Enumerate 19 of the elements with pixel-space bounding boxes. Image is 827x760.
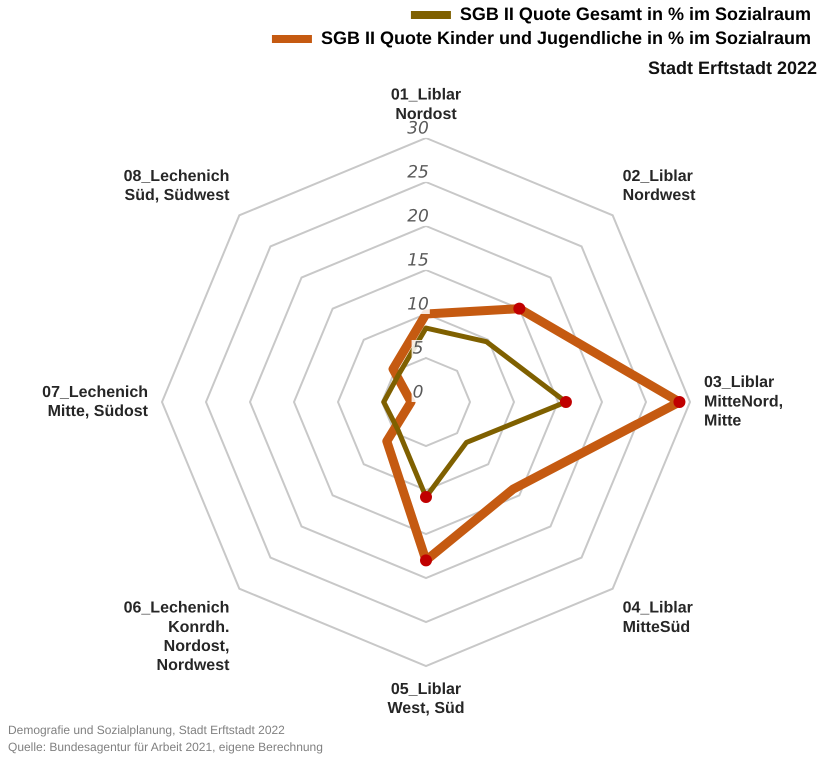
y-tick-label: 30: [407, 118, 429, 138]
source-note: Quelle: Bundesagentur für Arbeit 2021, eigene Berechnung: [8, 739, 323, 756]
spoke-label: 06_Lechenich Konrdh. Nordost, Nordwest: [124, 600, 230, 674]
spoke-label: 08_Lechenich Süd, Südwest: [124, 168, 230, 204]
y-tick-label: 15: [407, 250, 429, 270]
text: Demografie und Sozialplanung, Stadt Erftstadt 2022: [8, 722, 286, 739]
y-tick-label: 25: [407, 162, 429, 182]
spoke-label: 04_Liblar MitteSüd: [622, 600, 693, 636]
y-tick-label: 20: [407, 206, 429, 226]
y-tick-label: 5: [412, 338, 424, 358]
spoke-label: 07_Lechenich Mitte, Südost: [42, 384, 149, 420]
text: Stadt Erftstadt 2022: [648, 58, 817, 78]
spoke-label: 05_Liblar West, Süd: [387, 681, 465, 718]
legend-label: SGB II Quote Gesamt in % im Sozialraum: [460, 4, 812, 24]
y-tick-label: 10: [407, 294, 429, 314]
spoke-label: 02_Liblar Nordwest: [622, 168, 696, 204]
legend-label: SGB II Quote Kinder und Jugendliche in % im Sozialraum: [320, 28, 811, 48]
spoke-label: 03_Liblar MitteNord, Mitte: [704, 374, 784, 430]
y-tick-label: 0: [412, 382, 424, 402]
